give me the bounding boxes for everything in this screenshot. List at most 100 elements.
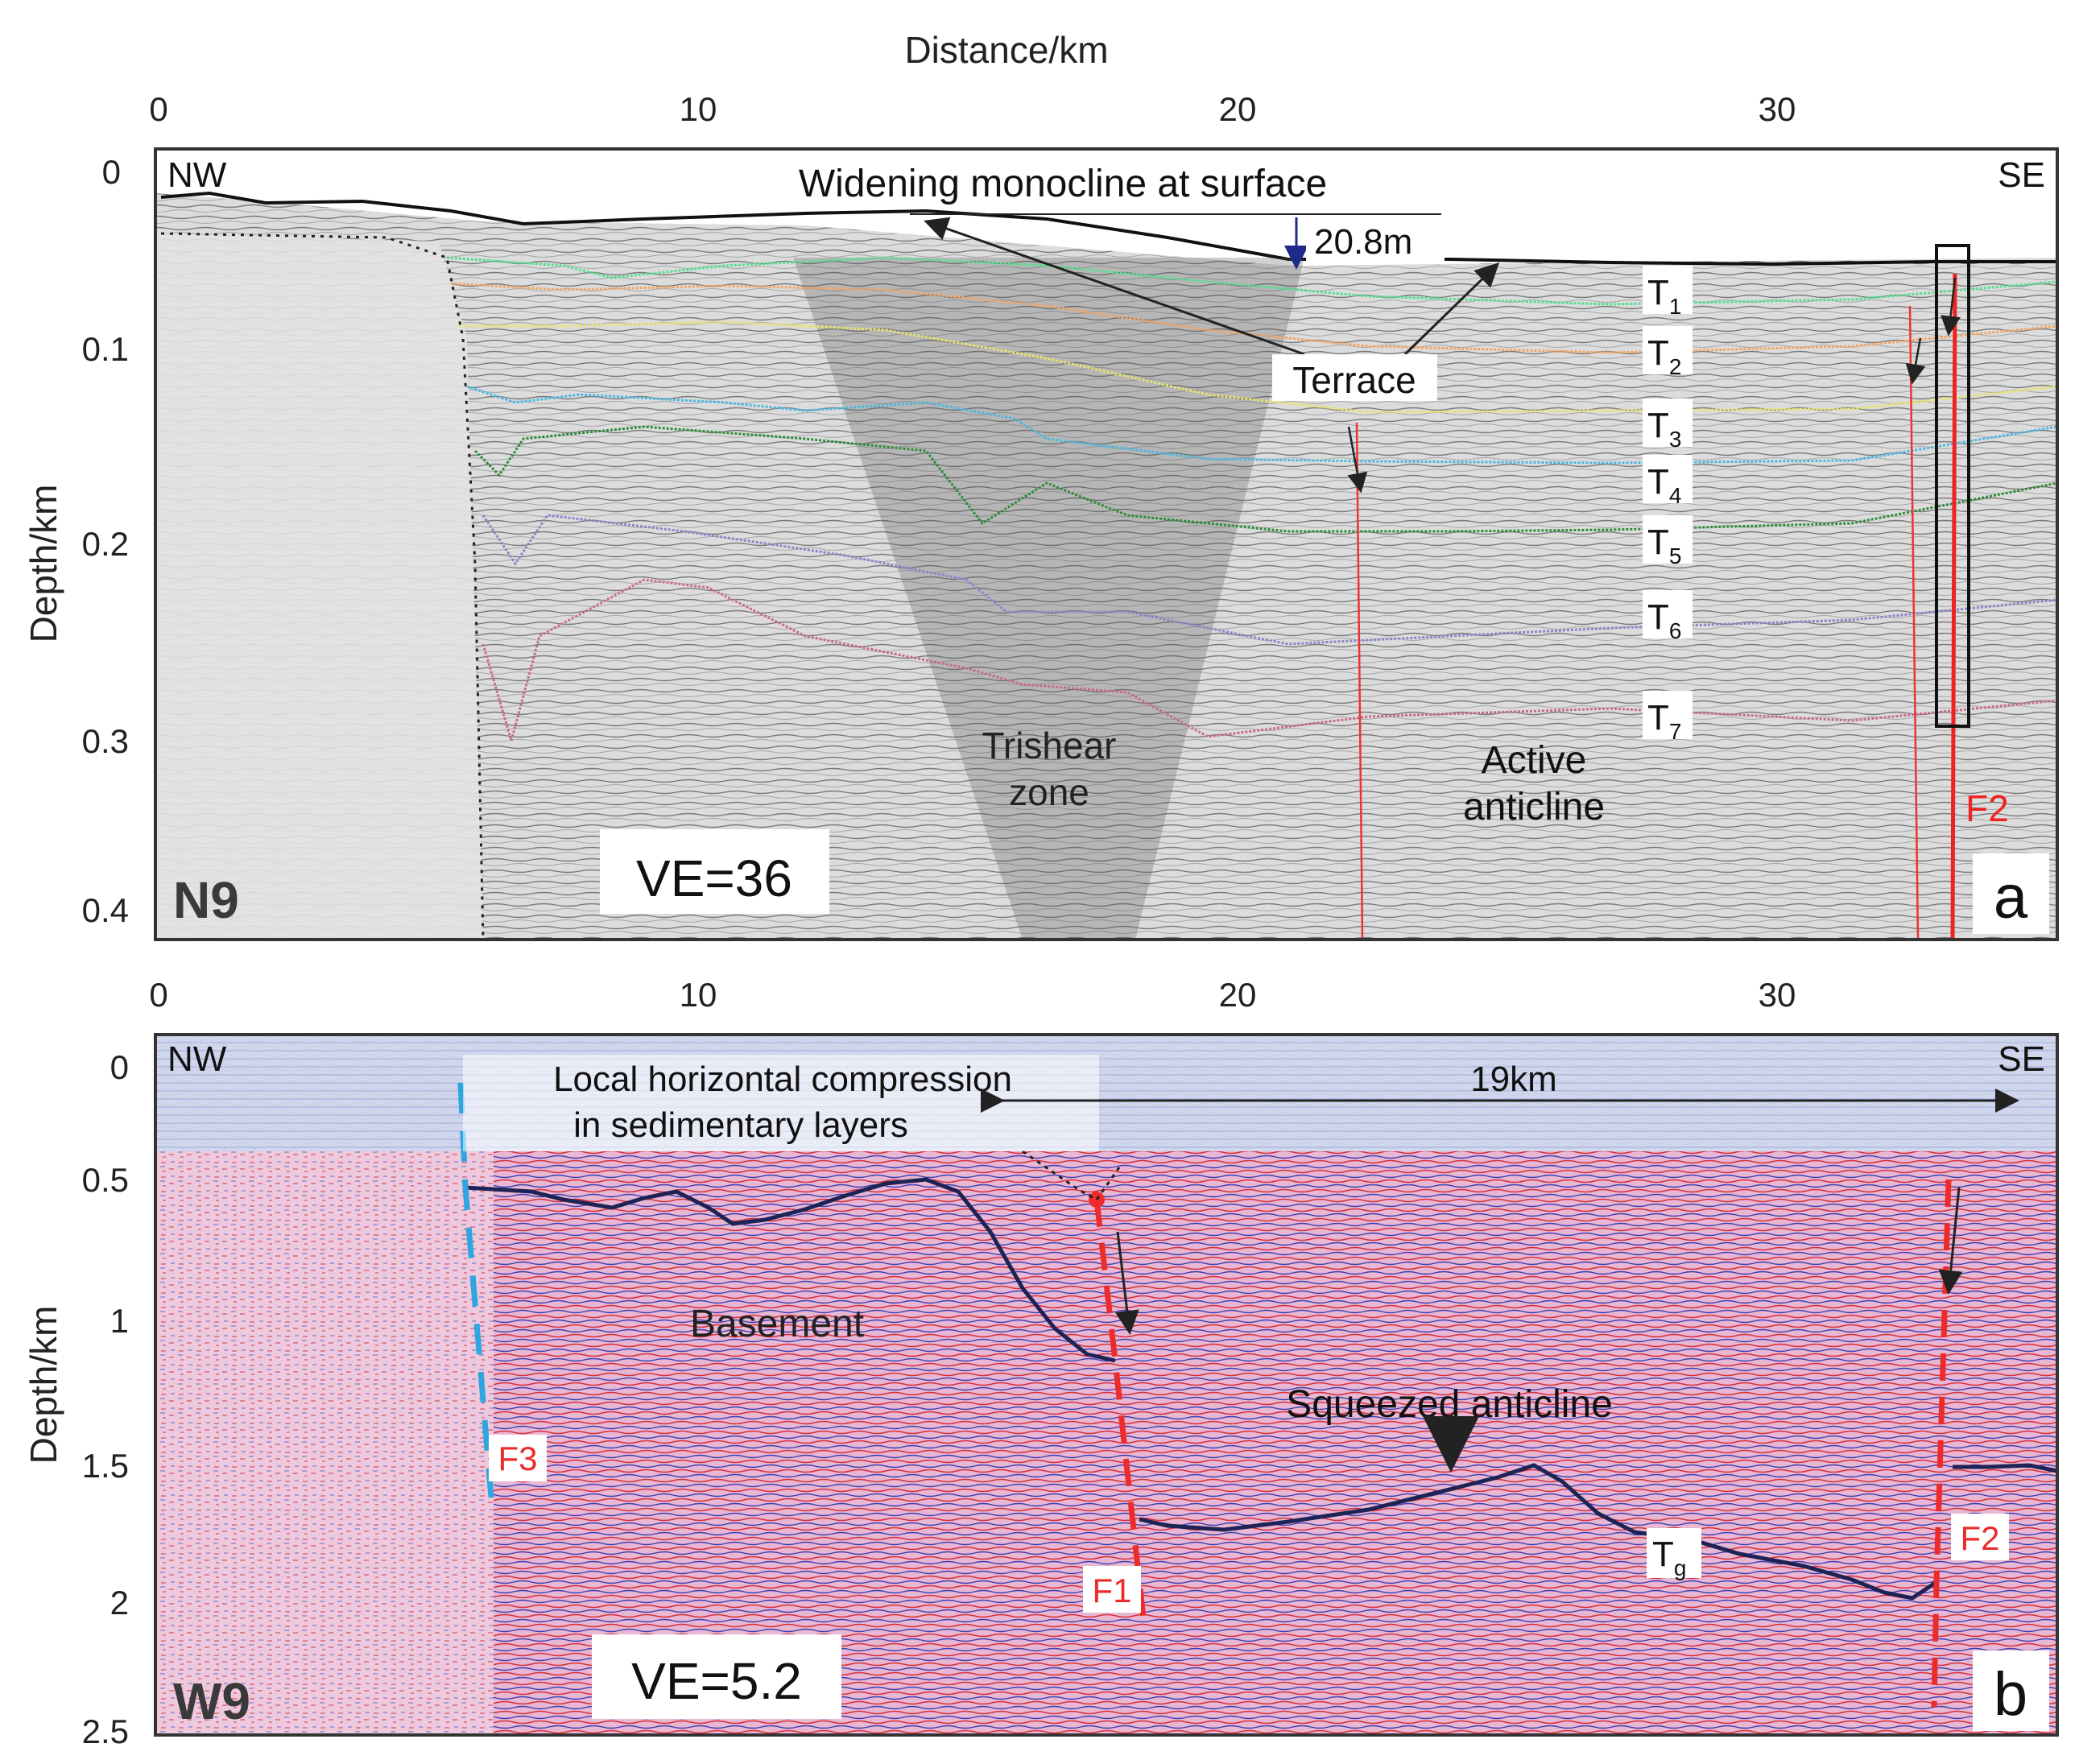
depth-axis-title-b: Depth/km [23,1306,64,1464]
panel-letter-box-a [1973,853,2049,934]
terrace-label: Terrace [1292,359,1416,401]
depth-tick-label-b: 2.5 [82,1712,129,1750]
distance-tick-label-b: 10 [680,976,717,1014]
monocline-label: Widening monocline at surface [799,163,1327,205]
horizon-t4-line [466,385,2058,465]
panel-letter-a: a [1994,863,2028,932]
horizon-label-t2: T2 [1647,333,1681,379]
se-label-a: SE [1998,155,2045,195]
nw-label-b: NW [167,1039,227,1079]
terrace-arrow-right [1403,262,1500,356]
f1-label-bg [1083,1566,1141,1613]
offset-label-bg [1306,219,1445,261]
fault-f2-label-a: F2 [1965,787,2009,829]
trishear-zone [793,258,1304,940]
depth-tick-label-b: 0 [110,1048,129,1086]
distance-axis-title: Distance/km [904,29,1108,71]
compression-label-line2: in sedimentary layers [573,1105,908,1145]
ve-label-a: VE=36 [636,849,792,907]
depth-tick-label-a: 0.1 [82,330,129,368]
tg-label: Tg [1652,1535,1686,1580]
distance-tick-label: 30 [1759,90,1796,128]
trishear-label-line2: zone [1009,771,1089,813]
terrace-arrow-left [924,217,1305,356]
panel-a-frame [154,147,2059,941]
f3-label-bg [489,1435,547,1481]
horizon-t5-line [473,425,2058,533]
fault-f2-label-b: F2 [1960,1519,1999,1557]
ve-label-b: VE=5.2 [631,1652,802,1710]
ve-box-a [600,829,829,914]
fault-f2-line-b [1931,1179,1952,1708]
depth-tick-label-b: 1 [110,1302,129,1340]
horizon-label-t6: T6 [1647,597,1681,643]
horizon-t2-line [450,282,2058,354]
fault-f2-slip-arrow-2 [1941,277,1961,337]
fault-f3-line [457,1082,494,1498]
tg-label-bg [1647,1528,1701,1578]
span-label: 19km [1470,1060,1557,1099]
offset-label: 20.8m [1314,222,1412,262]
compression-dotted-outline [1022,1150,1121,1201]
horizon-label-t4: T4 [1647,462,1681,508]
panel-a-transparent-zone [155,233,483,940]
panel-b: 0 10 20 30 Local horizontal compression … [23,976,2059,1750]
compression-label-line1: Local horizontal compression [553,1060,1012,1099]
horizon-label-t5: T5 [1647,523,1681,568]
distance-tick-label: 20 [1219,90,1257,128]
horizon-t7-line [482,578,2058,746]
distance-tick-label: 0 [149,90,167,128]
se-label-b: SE [1998,1039,2045,1079]
horizon-label-t3: T3 [1647,406,1681,452]
trishear-label-line1: Trishear [982,725,1117,766]
active-anticline-label-line2: anticline [1463,786,1605,828]
nw-dotted-boundary [160,232,485,940]
panel-b-water-layer [155,1035,2057,1151]
distance-tick-label-b: 30 [1759,976,1796,1014]
panel-b-frame [154,1033,2059,1737]
squeezed-anticline-label: Squeezed anticline [1286,1383,1613,1426]
fault-f1-label: F1 [1092,1572,1131,1609]
basement-top-line [465,1177,1116,1363]
fault-f2-slip-arrow [1905,337,1926,385]
depth-tick-label-a: 0.2 [82,525,129,563]
panel-a-water-column [155,149,2057,266]
depth-tick-label-a: 0.4 [82,891,129,929]
fault-f1-slip-arrow [1114,1231,1139,1335]
f2-highlight-box [1935,244,1970,728]
depth-tick-label-b: 1.5 [82,1447,129,1485]
nw-label-a: NW [167,155,227,195]
horizon-labels: T1 T2 T3 T4 T5 T6 T7 [1643,266,1693,744]
f2-label-bg [1951,1514,2009,1560]
seafloor-line [160,191,2057,266]
depth-ticks-a: 0 0.1 0.2 0.3 0.4 [82,153,129,929]
horizon-t3-line [459,320,2058,414]
depth-ticks-b: 0 0.5 1 1.5 2 2.5 [82,1048,129,1750]
panel-letter-b: b [1994,1660,2027,1729]
depth-tick-label-b: 0.5 [82,1161,129,1199]
tg-horizon-line [1139,1463,1938,1601]
fault-f2-line [1950,273,1957,940]
depth-tick-label-a: 0 [102,153,121,191]
fault-f3-label: F3 [498,1440,537,1477]
fault-mid-slip-arrow [1347,426,1368,494]
distance-tick-label-b: 0 [149,976,167,1014]
ve-box-b [592,1634,841,1719]
panel-letter-box-b [1973,1650,2049,1731]
fault-f1-tip-marker [1089,1192,1105,1208]
distance-tick-label-b: 20 [1219,976,1257,1014]
horizon-label-t1: T1 [1647,273,1681,319]
distance-tick-labels-top: 0 10 20 30 [149,90,1796,128]
depth-tick-label-a: 0.3 [82,722,129,760]
terrace-label-bg [1272,354,1437,401]
fault-f2-slip-arrow-b [1938,1187,1963,1295]
section-id-n9: N9 [173,871,239,929]
monocline-label-bg [729,161,1397,206]
distance-tick-label: 10 [680,90,717,128]
active-anticline-label-line1: Active [1482,739,1587,782]
basement-label: Basement [690,1303,864,1345]
tg-horizon-line-east [1953,1463,2058,1473]
section-id-w9: W9 [173,1672,250,1730]
panel-b-noise-zone [155,1151,494,1735]
